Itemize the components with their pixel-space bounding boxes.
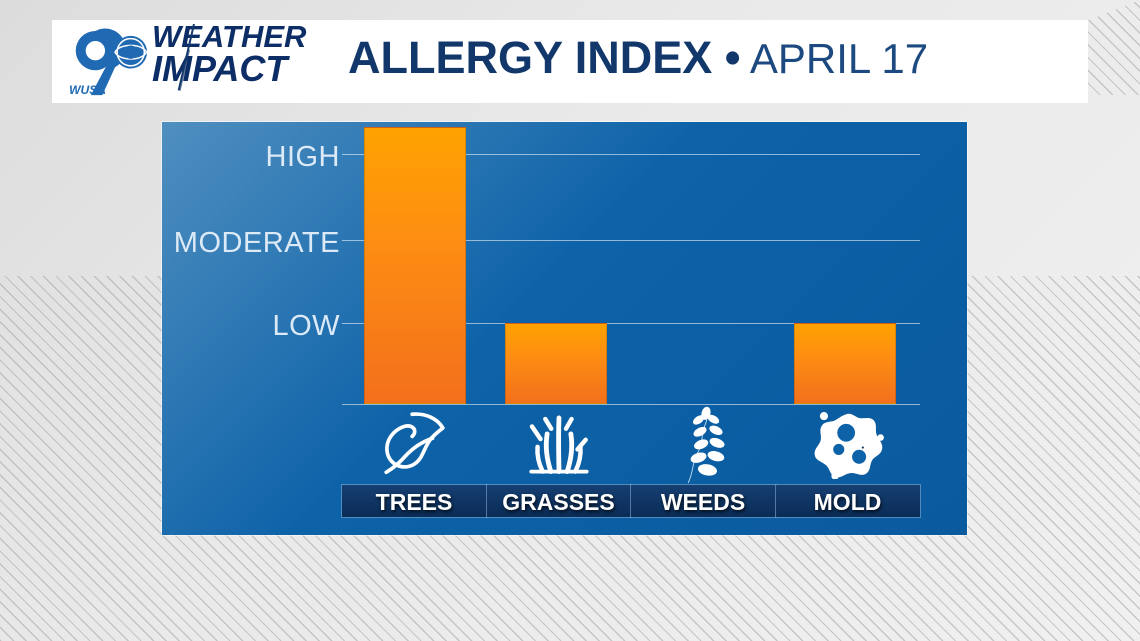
svg-text:WUSA: WUSA [69,83,106,96]
